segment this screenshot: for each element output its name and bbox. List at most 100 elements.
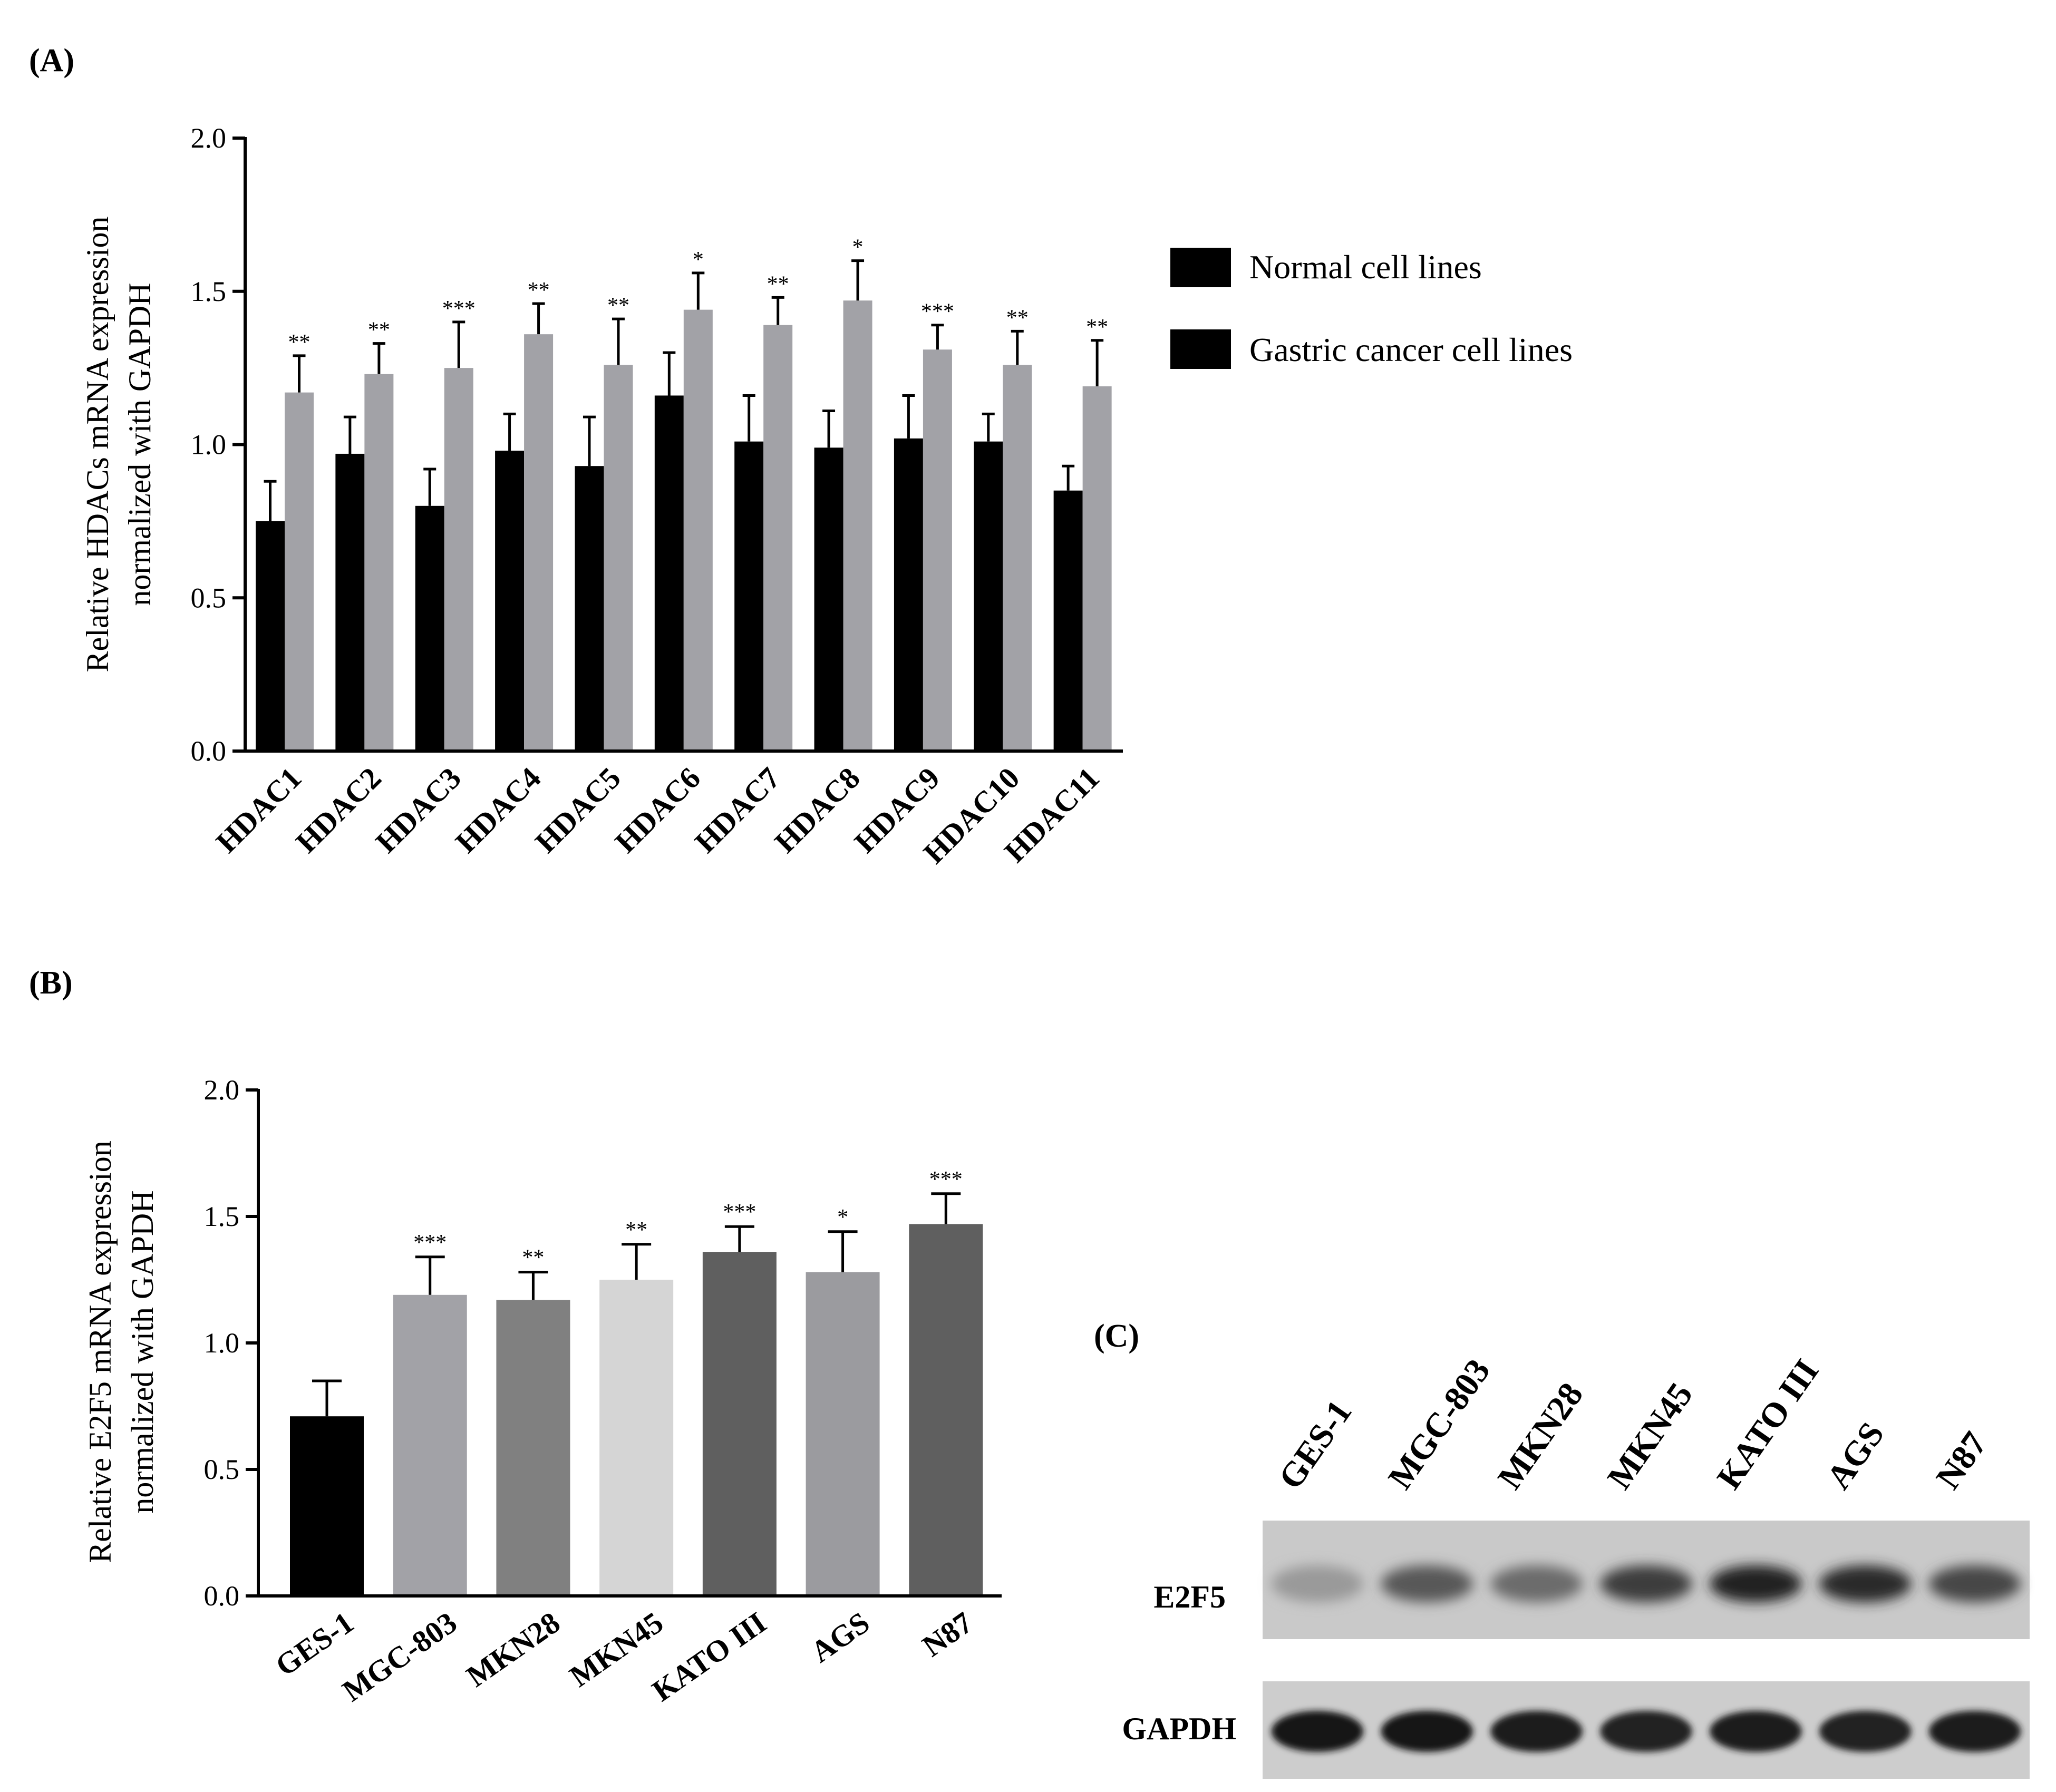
band-e2f5-ags (1819, 1565, 1912, 1602)
y-tick-label: 1.0 (191, 429, 227, 461)
band-gapdh-ags (1819, 1711, 1912, 1752)
y-tick-label: 0.0 (191, 735, 227, 767)
bar-normal-cell-lines-hdac10 (974, 441, 1003, 751)
chart-b-ylabel-line1: Relative E2F5 mRNA expression (83, 1141, 118, 1563)
bar-gastric-cancer-cell-lines-hdac9 (923, 349, 952, 751)
x-tick-label: HDAC5 (528, 761, 627, 859)
band-gapdh-ges-1 (1271, 1711, 1364, 1752)
band-gapdh-kato-iii (1710, 1711, 1802, 1752)
blot-row-label-e2f5: E2F5 (1153, 1580, 1226, 1614)
bar-normal-cell-lines-hdac6 (654, 395, 684, 751)
chart-a-ylabel-line1: Relative HDACs mRNA expression (80, 217, 115, 673)
significance-marker: ** (625, 1218, 647, 1242)
bar-normal-cell-lines-hdac5 (575, 466, 604, 751)
significance-marker: *** (929, 1167, 963, 1192)
y-tick-label: 2.0 (204, 1074, 240, 1106)
blot-lane-label: GES-1 (1271, 1394, 1359, 1496)
y-tick-label: 1.5 (204, 1201, 240, 1232)
x-tick-label: N87 (916, 1605, 979, 1663)
bar-normal-cell-lines-hdac8 (814, 447, 843, 751)
significance-marker: *** (921, 300, 954, 324)
bar-n87 (909, 1224, 983, 1596)
y-tick-label: 0.5 (191, 582, 227, 613)
bar-normal-cell-lines-hdac4 (495, 451, 525, 751)
x-tick-label: HDAC3 (369, 761, 468, 859)
chart-a: Relative HDACs mRNA expression normalize… (80, 122, 1573, 870)
legend-label-cancer: Gastric cancer cell lines (1249, 331, 1573, 368)
bar-gastric-cancer-cell-lines-hdac10 (1003, 365, 1032, 751)
significance-marker: *** (413, 1231, 447, 1255)
bar-normal-cell-lines-hdac9 (894, 438, 923, 751)
y-tick-label: 1.0 (204, 1327, 240, 1359)
chart-a-legend: Normal cell lines Gastric cancer cell li… (1170, 248, 1573, 369)
significance-marker: ** (767, 272, 789, 296)
y-tick-label: 1.5 (191, 276, 227, 307)
chart-b-ylabel-line2: normalized with GAPDH (125, 1190, 160, 1513)
bar-mgc-803 (393, 1294, 467, 1596)
significance-marker: ** (368, 318, 390, 343)
legend-label-normal: Normal cell lines (1249, 248, 1482, 286)
band-e2f5-kato-iii (1710, 1565, 1802, 1602)
blot-lane-label: AGS (1819, 1416, 1892, 1496)
y-tick-label: 0.0 (204, 1580, 240, 1612)
x-tick-label: MKN28 (460, 1605, 566, 1693)
bar-ags (806, 1272, 880, 1596)
band-e2f5-mkn28 (1490, 1565, 1583, 1602)
x-tick-label: HDAC4 (449, 761, 547, 859)
bar-gastric-cancer-cell-lines-hdac2 (364, 374, 394, 751)
chart-b-ylabel: Relative E2F5 mRNA expression normalized… (83, 1141, 160, 1563)
significance-marker: * (852, 236, 864, 260)
x-tick-label: GES-1 (269, 1605, 360, 1683)
chart-b: Relative E2F5 mRNA expression normalized… (83, 1074, 1002, 1708)
band-e2f5-n87 (1928, 1565, 2021, 1602)
panel-label-c: (C) (1094, 1318, 1139, 1354)
bar-gastric-cancer-cell-lines-hdac6 (683, 309, 713, 751)
band-gapdh-mkn28 (1490, 1711, 1583, 1752)
bar-gastric-cancer-cell-lines-hdac1 (285, 392, 314, 751)
band-gapdh-mkn45 (1600, 1711, 1692, 1752)
bar-kato-iii (702, 1252, 777, 1596)
significance-marker: ** (528, 278, 550, 303)
bar-gastric-cancer-cell-lines-hdac8 (843, 300, 872, 751)
bar-gastric-cancer-cell-lines-hdac4 (524, 334, 554, 751)
significance-marker: ** (1086, 315, 1108, 339)
y-tick-label: 2.0 (191, 122, 227, 154)
chart-a-ylabel-line2: normalized with GAPDH (122, 283, 157, 606)
blot-lane-label: N87 (1929, 1425, 1995, 1496)
bar-normal-cell-lines-hdac1 (256, 521, 285, 751)
x-tick-label: HDAC8 (768, 761, 867, 859)
significance-marker: ** (607, 294, 629, 318)
bar-normal-cell-lines-hdac11 (1053, 490, 1083, 751)
bar-normal-cell-lines-hdac2 (335, 453, 365, 751)
chart-a-ylabel: Relative HDACs mRNA expression normalize… (80, 217, 157, 673)
bar-normal-cell-lines-hdac3 (415, 505, 444, 751)
significance-marker: ** (1006, 306, 1029, 330)
x-tick-label: AGS (804, 1605, 876, 1669)
x-tick-label: HDAC2 (289, 761, 387, 859)
x-tick-label: HDAC6 (608, 761, 707, 859)
blot-lane-label: MGC-803 (1381, 1352, 1498, 1496)
bar-gastric-cancer-cell-lines-hdac7 (763, 325, 793, 751)
bar-normal-cell-lines-hdac7 (734, 441, 764, 751)
bar-gastric-cancer-cell-lines-hdac5 (604, 365, 633, 751)
bar-gastric-cancer-cell-lines-hdac11 (1082, 386, 1112, 751)
blot-row-label-gapdh: GAPDH (1122, 1711, 1236, 1746)
blot-lane-label: MKN45 (1600, 1376, 1700, 1496)
bar-mkn28 (496, 1300, 570, 1596)
x-tick-label: HDAC1 (209, 761, 308, 859)
x-tick-label: HDAC7 (688, 761, 787, 859)
x-tick-label: MGC-803 (336, 1605, 463, 1708)
band-gapdh-mgc-803 (1381, 1711, 1473, 1752)
band-e2f5-mkn45 (1600, 1565, 1692, 1602)
significance-marker: ** (288, 330, 311, 355)
panel-label-a: (A) (29, 43, 74, 79)
panel-label-b: (B) (29, 965, 73, 1001)
band-gapdh-n87 (1928, 1711, 2021, 1752)
legend-swatch-normal (1170, 248, 1231, 287)
band-e2f5-ges-1 (1271, 1565, 1364, 1602)
band-e2f5-mgc-803 (1381, 1565, 1473, 1602)
bar-mkn45 (599, 1280, 674, 1596)
significance-marker: *** (723, 1200, 756, 1224)
